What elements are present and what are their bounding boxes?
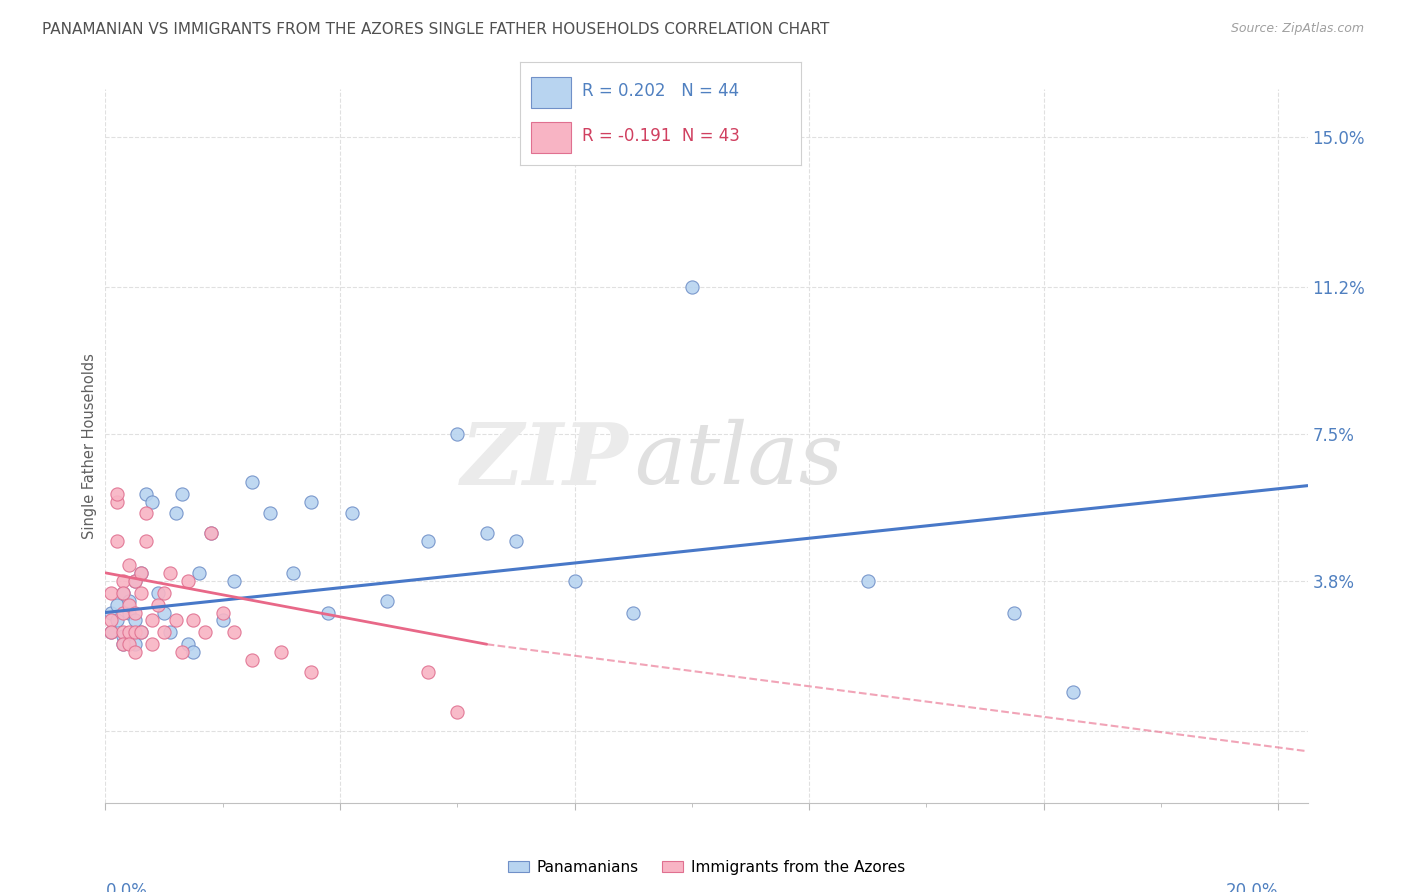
Point (129, 566, 152, 580)
Point (129, 585, 152, 599)
Point (153, 625, 176, 640)
Text: ZIP: ZIP (461, 418, 628, 502)
Point (176, 574, 198, 588)
Point (135, 507, 157, 521)
Point (446, 427, 468, 442)
Point (105, 614, 128, 628)
Point (165, 614, 187, 628)
Point (112, 629, 135, 643)
Point (224, 574, 246, 588)
Point (316, 606, 339, 620)
Point (124, 637, 146, 651)
Point (240, 653, 263, 667)
Point (118, 593, 141, 607)
Point (112, 574, 135, 588)
Point (141, 494, 163, 508)
Point (299, 494, 322, 508)
Y-axis label: Single Father Households: Single Father Households (82, 353, 97, 539)
Point (124, 625, 146, 640)
Point (856, 574, 879, 588)
Point (340, 507, 363, 521)
Point (211, 606, 233, 620)
Point (165, 507, 187, 521)
Point (224, 625, 246, 640)
Text: R = -0.191  N = 43: R = -0.191 N = 43 (582, 128, 740, 145)
Point (105, 598, 128, 612)
Point (299, 665, 322, 679)
Point (148, 585, 170, 599)
Point (141, 614, 163, 628)
Point (105, 534, 128, 549)
Point (124, 606, 146, 620)
Point (135, 534, 157, 549)
Point (188, 566, 211, 580)
Point (135, 486, 157, 500)
Point (183, 614, 205, 628)
Text: atlas: atlas (634, 419, 844, 501)
Point (475, 526, 498, 541)
Point (124, 574, 146, 588)
Point (112, 585, 135, 599)
Point (129, 566, 152, 580)
Point (124, 645, 146, 659)
Point (118, 606, 141, 620)
Point (281, 566, 304, 580)
Text: PANAMANIAN VS IMMIGRANTS FROM THE AZORES SINGLE FATHER HOUSEHOLDS CORRELATION CH: PANAMANIAN VS IMMIGRANTS FROM THE AZORES… (42, 22, 830, 37)
Point (118, 558, 141, 572)
Point (176, 637, 198, 651)
Point (100, 625, 122, 640)
Point (105, 494, 128, 508)
Point (148, 598, 170, 612)
Point (505, 534, 527, 549)
Point (564, 574, 586, 588)
Point (141, 637, 163, 651)
Point (118, 625, 141, 640)
Point (112, 637, 135, 651)
Point (100, 614, 122, 628)
Point (129, 625, 152, 640)
Point (211, 614, 233, 628)
Point (259, 507, 281, 521)
Point (105, 486, 128, 500)
Point (153, 606, 176, 620)
Point (1002, 606, 1025, 620)
Point (416, 534, 439, 549)
Point (124, 574, 146, 588)
Point (100, 606, 122, 620)
Point (153, 585, 176, 599)
Point (129, 625, 152, 640)
Point (200, 526, 222, 541)
Point (118, 637, 141, 651)
Point (112, 625, 135, 640)
Point (270, 645, 292, 659)
Text: 20.0%: 20.0% (1226, 882, 1278, 892)
Point (200, 526, 222, 541)
Point (240, 475, 263, 489)
Legend: Panamanians, Immigrants from the Azores: Panamanians, Immigrants from the Azores (502, 854, 911, 880)
Point (159, 625, 181, 640)
Point (100, 625, 122, 640)
Text: R = 0.202   N = 44: R = 0.202 N = 44 (582, 82, 740, 100)
Point (118, 598, 141, 612)
Text: 0.0%: 0.0% (105, 882, 148, 892)
Text: Source: ZipAtlas.com: Source: ZipAtlas.com (1230, 22, 1364, 36)
Point (112, 637, 135, 651)
Point (681, 280, 703, 294)
Point (621, 606, 644, 620)
Point (170, 645, 193, 659)
Point (416, 665, 439, 679)
Point (170, 486, 193, 500)
Point (159, 566, 181, 580)
Point (112, 585, 135, 599)
FancyBboxPatch shape (531, 122, 571, 153)
Point (1062, 685, 1084, 699)
Point (446, 705, 468, 719)
Point (100, 585, 122, 599)
Point (112, 606, 135, 620)
Point (375, 593, 398, 607)
Point (124, 614, 146, 628)
Point (194, 625, 217, 640)
FancyBboxPatch shape (531, 77, 571, 108)
Point (183, 645, 205, 659)
